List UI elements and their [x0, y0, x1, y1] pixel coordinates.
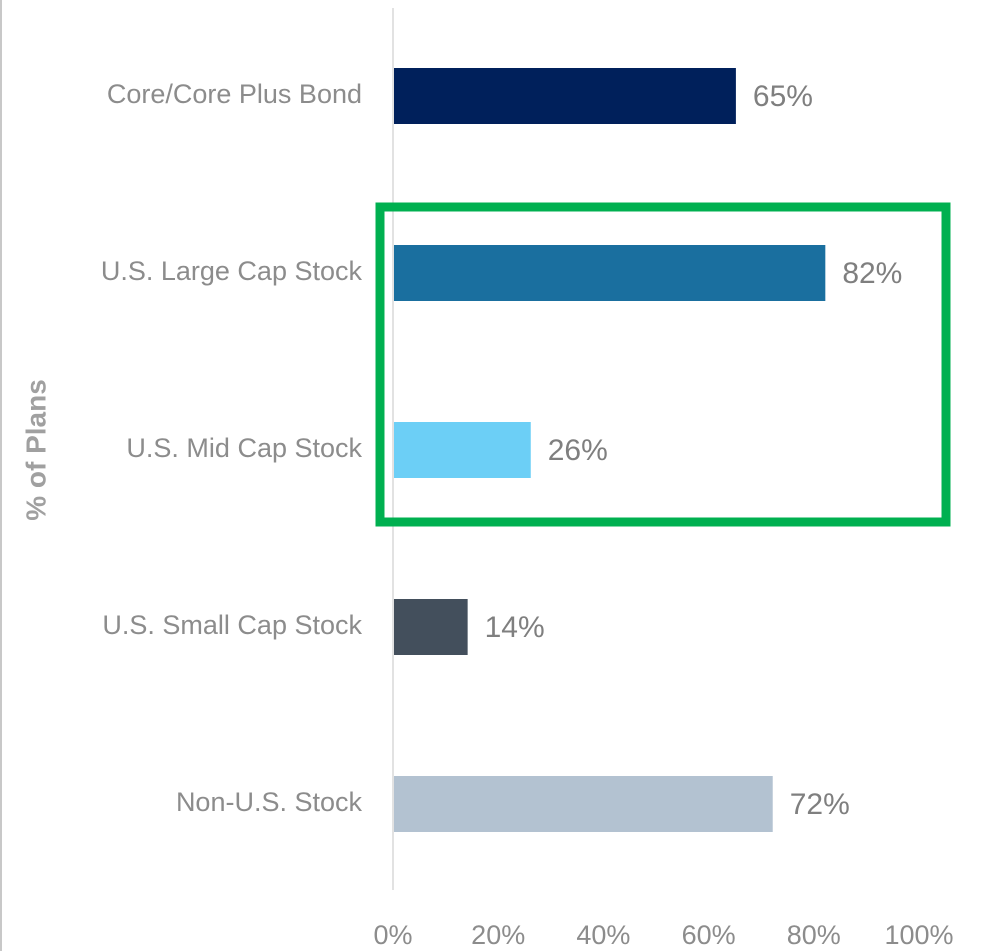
y-tick-label: U.S. Large Cap Stock	[101, 256, 363, 286]
y-tick-label: U.S. Mid Cap Stock	[126, 433, 362, 463]
bar	[394, 68, 736, 124]
y-tick-label: Non-U.S. Stock	[176, 787, 363, 817]
bar	[394, 599, 468, 655]
x-tick-label: 100%	[884, 920, 953, 950]
bar	[394, 245, 826, 301]
y-tick-label: Core/Core Plus Bond	[107, 79, 362, 109]
data-label: 26%	[548, 434, 608, 467]
data-label: 72%	[790, 788, 850, 821]
x-tick-label: 40%	[576, 920, 630, 950]
data-label: 65%	[753, 80, 813, 113]
bar	[394, 776, 773, 832]
highlight-box	[375, 202, 951, 527]
data-label: 14%	[485, 611, 545, 644]
bar	[394, 422, 531, 478]
y-axis-label: % of Plans	[20, 379, 51, 521]
x-tick-label: 0%	[373, 920, 412, 950]
plot: 0% 20% 40% 60% 80% 100% Core/Core Plus Bond 65%…	[101, 8, 954, 950]
y-tick-label: U.S. Small Cap Stock	[102, 610, 362, 640]
data-label: 82%	[842, 257, 902, 290]
x-tick-label: 20%	[471, 920, 525, 950]
x-tick-label: 80%	[787, 920, 841, 950]
x-tick-label: 60%	[682, 920, 736, 950]
